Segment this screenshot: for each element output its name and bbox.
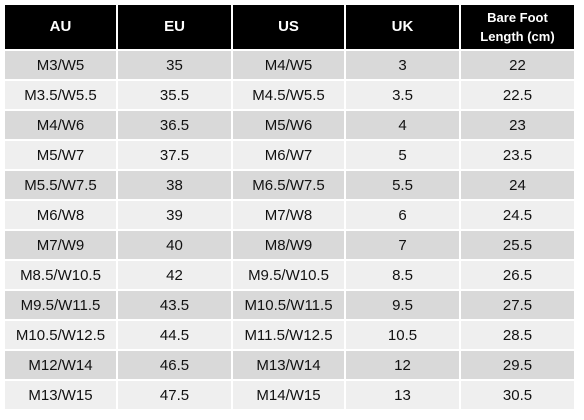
cell-eu: 44.5: [118, 321, 231, 349]
header-eu: EU: [118, 5, 231, 49]
header-length-line1: Bare Foot: [487, 10, 548, 25]
cell-au: M8.5/W10.5: [5, 261, 116, 289]
cell-length: 27.5: [461, 291, 574, 319]
cell-au: M5.5/W7.5: [5, 171, 116, 199]
cell-length: 23.5: [461, 141, 574, 169]
table-header: AU EU US UK Bare Foot Length (cm): [5, 5, 574, 49]
cell-eu: 38: [118, 171, 231, 199]
cell-au: M12/W14: [5, 351, 116, 379]
cell-au: M5/W7: [5, 141, 116, 169]
cell-us: M7/W8: [233, 201, 344, 229]
cell-uk: 3: [346, 51, 459, 79]
table-row: M9.5/W11.5 43.5 M10.5/W11.5 9.5 27.5: [5, 291, 574, 319]
header-us: US: [233, 5, 344, 49]
cell-au: M13/W15: [5, 381, 116, 409]
table-row: M5/W7 37.5 M6/W7 5 23.5: [5, 141, 574, 169]
header-row: AU EU US UK Bare Foot Length (cm): [5, 5, 574, 49]
cell-eu: 35.5: [118, 81, 231, 109]
cell-eu: 43.5: [118, 291, 231, 319]
cell-uk: 6: [346, 201, 459, 229]
cell-au: M4/W6: [5, 111, 116, 139]
cell-eu: 42: [118, 261, 231, 289]
header-uk: UK: [346, 5, 459, 49]
cell-uk: 9.5: [346, 291, 459, 319]
cell-length: 24.5: [461, 201, 574, 229]
table-row: M10.5/W12.5 44.5 M11.5/W12.5 10.5 28.5: [5, 321, 574, 349]
table-row: M5.5/W7.5 38 M6.5/W7.5 5.5 24: [5, 171, 574, 199]
cell-us: M11.5/W12.5: [233, 321, 344, 349]
cell-us: M8/W9: [233, 231, 344, 259]
cell-au: M6/W8: [5, 201, 116, 229]
cell-length: 22.5: [461, 81, 574, 109]
cell-uk: 5.5: [346, 171, 459, 199]
table-body: M3/W5 35 M4/W5 3 22 M3.5/W5.5 35.5 M4.5/W5.5 3.5…: [5, 51, 574, 409]
cell-us: M14/W15: [233, 381, 344, 409]
cell-uk: 13: [346, 381, 459, 409]
cell-uk: 5: [346, 141, 459, 169]
cell-length: 25.5: [461, 231, 574, 259]
cell-au: M7/W9: [5, 231, 116, 259]
cell-us: M9.5/W10.5: [233, 261, 344, 289]
cell-us: M6/W7: [233, 141, 344, 169]
table-row: M4/W6 36.5 M5/W6 4 23: [5, 111, 574, 139]
cell-uk: 4: [346, 111, 459, 139]
cell-uk: 8.5: [346, 261, 459, 289]
cell-uk: 3.5: [346, 81, 459, 109]
cell-us: M5/W6: [233, 111, 344, 139]
cell-us: M4/W5: [233, 51, 344, 79]
cell-length: 29.5: [461, 351, 574, 379]
cell-eu: 35: [118, 51, 231, 79]
cell-length: 24: [461, 171, 574, 199]
table-row: M13/W15 47.5 M14/W15 13 30.5: [5, 381, 574, 409]
cell-uk: 10.5: [346, 321, 459, 349]
cell-eu: 47.5: [118, 381, 231, 409]
cell-au: M3/W5: [5, 51, 116, 79]
cell-us: M10.5/W11.5: [233, 291, 344, 319]
cell-length: 28.5: [461, 321, 574, 349]
cell-length: 26.5: [461, 261, 574, 289]
table-row: M7/W9 40 M8/W9 7 25.5: [5, 231, 574, 259]
cell-length: 22: [461, 51, 574, 79]
table-row: M3/W5 35 M4/W5 3 22: [5, 51, 574, 79]
table-row: M6/W8 39 M7/W8 6 24.5: [5, 201, 574, 229]
cell-eu: 36.5: [118, 111, 231, 139]
table-row: M8.5/W10.5 42 M9.5/W10.5 8.5 26.5: [5, 261, 574, 289]
cell-uk: 7: [346, 231, 459, 259]
cell-us: M13/W14: [233, 351, 344, 379]
table-row: M12/W14 46.5 M13/W14 12 29.5: [5, 351, 574, 379]
cell-eu: 37.5: [118, 141, 231, 169]
shoe-size-chart-table: AU EU US UK Bare Foot Length (cm) M3/W5 3…: [3, 3, 576, 411]
table-row: M3.5/W5.5 35.5 M4.5/W5.5 3.5 22.5: [5, 81, 574, 109]
cell-eu: 40: [118, 231, 231, 259]
header-bare-foot-length: Bare Foot Length (cm): [461, 5, 574, 49]
cell-au: M3.5/W5.5: [5, 81, 116, 109]
header-au: AU: [5, 5, 116, 49]
cell-eu: 46.5: [118, 351, 231, 379]
header-length-line2: Length (cm): [480, 29, 555, 44]
cell-length: 30.5: [461, 381, 574, 409]
cell-length: 23: [461, 111, 574, 139]
cell-us: M4.5/W5.5: [233, 81, 344, 109]
cell-eu: 39: [118, 201, 231, 229]
cell-au: M10.5/W12.5: [5, 321, 116, 349]
cell-us: M6.5/W7.5: [233, 171, 344, 199]
cell-uk: 12: [346, 351, 459, 379]
cell-au: M9.5/W11.5: [5, 291, 116, 319]
